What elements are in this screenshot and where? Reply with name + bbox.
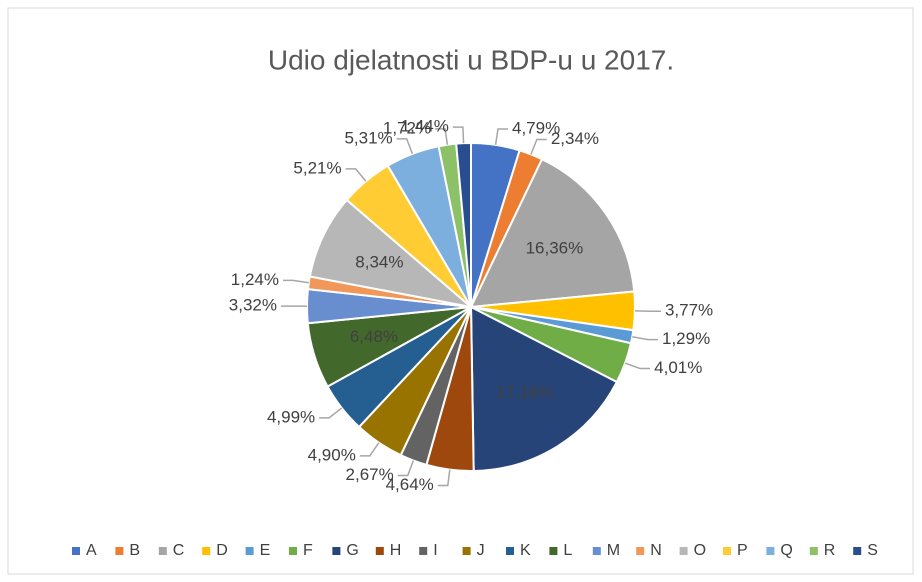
legend-label: J — [477, 542, 485, 559]
legend-marker — [375, 547, 384, 555]
legend-marker — [245, 547, 254, 555]
legend-marker — [72, 547, 80, 555]
legend-marker — [766, 547, 775, 555]
leader-line — [396, 138, 414, 155]
legend-label: Q — [780, 542, 792, 559]
data-label: 8,34% — [355, 252, 403, 271]
legend-label: P — [737, 542, 748, 559]
legend-marker — [506, 547, 514, 555]
legend-label: O — [694, 542, 706, 559]
leader-line — [282, 279, 309, 284]
data-label: 6,48% — [350, 327, 398, 346]
legend-label: C — [173, 542, 185, 559]
legend-label: D — [216, 542, 228, 559]
pie-slice — [469, 305, 619, 472]
legend-marker — [419, 547, 428, 555]
leader-line — [437, 469, 451, 487]
leader-line — [397, 460, 415, 477]
legend-label: B — [129, 542, 140, 559]
legend-label: M — [607, 542, 620, 559]
data-label: 1,72% — [383, 118, 431, 137]
legend-marker — [853, 547, 862, 555]
leader-line — [494, 128, 508, 145]
data-label: 1,44% — [401, 117, 449, 136]
data-label: 3,77% — [665, 301, 713, 320]
legend-label: G — [346, 542, 358, 559]
data-label: 2,34% — [551, 129, 599, 148]
legend-label: N — [650, 542, 662, 559]
leader-line — [359, 442, 380, 457]
leader-line — [345, 168, 367, 182]
data-label: 4,99% — [267, 407, 315, 426]
leader-line — [632, 336, 659, 341]
data-label: 17,18% — [496, 383, 554, 402]
pie-slice — [469, 157, 636, 309]
legend-label: E — [260, 542, 271, 559]
legend-marker — [723, 547, 731, 555]
legend-label: A — [86, 542, 97, 559]
data-label: 1,29% — [662, 329, 710, 348]
legend-marker — [158, 547, 167, 555]
legend-marker — [679, 547, 688, 555]
legend-marker — [636, 547, 645, 555]
data-label: 1,24% — [231, 270, 279, 289]
leader-line — [530, 138, 547, 155]
chart-title: Udio djelatnosti u BDP-u u 2017. — [268, 44, 674, 75]
legend-label: L — [563, 542, 572, 559]
leader-line — [624, 362, 651, 370]
pie-slice — [308, 198, 475, 309]
legend-marker — [115, 547, 124, 555]
data-label: 4,64% — [386, 475, 434, 494]
leader-line — [452, 126, 465, 144]
legend-label: K — [520, 542, 531, 559]
legend-marker — [202, 547, 211, 555]
data-label: 4,01% — [654, 358, 702, 377]
legend-marker — [289, 547, 297, 555]
data-label: 16,36% — [526, 238, 584, 257]
legend-marker — [809, 547, 818, 555]
legend-label: H — [390, 542, 402, 559]
legend-label: R — [824, 542, 836, 559]
data-label: 4,90% — [308, 445, 356, 464]
legend-marker — [332, 547, 341, 555]
legend-label: F — [303, 542, 313, 559]
legend-marker — [462, 547, 471, 555]
legend-label: I — [433, 542, 437, 559]
leader-line — [435, 128, 449, 145]
legend-marker — [549, 547, 558, 555]
pie-slice — [455, 141, 472, 308]
data-label: 5,31% — [344, 128, 392, 147]
leader-line — [319, 407, 343, 419]
data-label: 5,21% — [293, 158, 341, 177]
data-label: 3,32% — [229, 296, 277, 315]
legend-label: S — [867, 542, 878, 559]
data-label: 2,67% — [346, 465, 394, 484]
data-label: 4,79% — [512, 119, 560, 138]
legend-marker — [592, 547, 601, 555]
